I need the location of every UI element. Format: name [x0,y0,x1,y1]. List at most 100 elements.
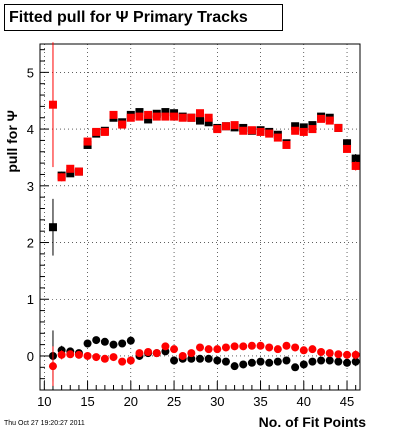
data-point-square [144,115,153,124]
data-point-square [230,121,239,130]
data-point-circle [109,353,118,362]
data-point-square [66,164,75,173]
data-point-square [317,114,326,123]
grid [40,44,360,390]
data-point-circle [48,362,57,371]
data-point-circle [196,354,204,363]
data-point-circle [204,345,213,354]
data-point-circle [308,357,317,366]
data-point-circle [92,353,101,362]
data-point-circle [308,345,317,354]
data-point-circle [282,356,291,365]
y-axis-title: pull for Ψ [4,110,20,173]
data-point-circle [100,337,109,346]
data-point-square [351,154,360,163]
y-tick-label: 5 [27,65,34,80]
chart-title: Fitted pull for Ψ Primary Tracks [4,4,283,31]
data-point-circle [317,356,326,365]
data-point-circle [273,345,282,354]
data-point-circle [178,351,187,360]
data-point-circle [256,341,265,350]
data-point-square [239,126,248,135]
data-point-square [118,120,127,129]
data-point-circle [351,350,360,359]
data-point-square [273,133,282,142]
data-point-square [170,112,179,121]
data-point-circle [273,357,282,366]
data-point-circle [282,341,291,350]
data-point-square [325,116,334,125]
data-point-square [204,113,213,122]
x-tick-label: 35 [253,394,267,409]
data-point-circle [83,351,92,360]
data-point-circle [334,357,343,366]
x-axis-title: No. of Fit Points [259,414,367,430]
data-point-circle [126,356,135,365]
data-point-square [265,129,274,138]
x-tick-label: 10 [37,394,51,409]
data-point-square [83,137,92,146]
data-point-square [57,173,66,182]
data-point-square [343,139,352,148]
y-tick-label: 4 [27,122,34,137]
data-point-square [100,127,109,136]
data-point-circle [334,350,343,359]
data-point-circle [187,354,196,363]
data-point-circle [230,342,239,351]
data-point-circle [126,336,135,345]
data-point-square [343,144,352,153]
data-point-square [48,100,57,109]
x-tick-label: 30 [210,394,224,409]
data-point-circle [299,360,308,369]
data-point-square [299,123,308,132]
data-point-circle [343,350,352,359]
data-point-circle [351,357,360,366]
data-point-circle [291,343,300,352]
data-point-circle [152,349,161,358]
x-tick-label: 25 [167,394,181,409]
data-point-square [256,127,265,136]
data-point-circle [204,354,213,363]
data-point-square [178,113,187,122]
data-point-square [213,125,222,134]
data-point-square [74,167,83,176]
y-tick-label: 3 [27,179,34,194]
data-point-square [144,110,153,119]
data-point-square [66,169,75,178]
data-point-square [196,116,204,125]
data-point-square [299,127,308,136]
data-point-circle [343,358,352,367]
data-point-circle [66,350,75,359]
data-point-square [221,122,230,131]
y-tick-label: 0 [27,349,34,364]
data-point-circle [118,357,127,366]
data-point-circle [118,339,127,348]
x-tick-label: 45 [340,394,354,409]
data-point-square [161,112,170,121]
timestamp-footer: Thu Oct 27 19:20:27 2011 [4,420,85,427]
data-point-square [152,112,161,121]
data-point-circle [92,336,101,345]
data-point-circle [109,340,118,349]
x-tick-label: 20 [124,394,138,409]
data-point-square [126,113,135,122]
data-point-circle [74,350,83,359]
data-point-circle [221,357,230,366]
data-point-circle [256,357,265,366]
data-point-square [109,110,118,119]
data-point-square [92,127,101,136]
data-point-circle [213,356,222,365]
data-point-square [204,118,213,127]
data-point-square [291,126,300,135]
data-point-circle [230,362,239,371]
data-point-circle [170,345,179,354]
data-point-circle [265,358,274,367]
data-point-circle [213,345,222,354]
data-point-square [308,125,317,134]
data-point-square [135,108,144,117]
data-point-circle [196,343,204,352]
data-point-square [351,161,360,170]
data-point-square [334,123,343,132]
